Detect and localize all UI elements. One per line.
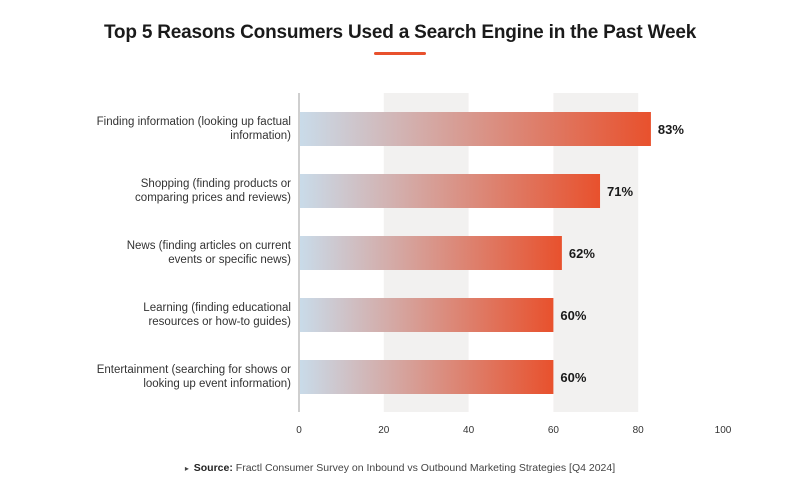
bar-0 [300,112,651,146]
value-label-4: 60% [560,370,586,385]
x-tick-label-0: 0 [296,425,302,436]
x-tick-label-5: 100 [715,425,732,436]
footer-marker-icon: ▸ [184,464,189,473]
x-tick-label-2: 40 [463,425,475,436]
bar-1 [300,174,601,208]
bar-3 [300,298,554,332]
value-label-3: 60% [560,308,586,323]
category-label-3-line-1: resources or how-to guides) [148,316,291,328]
category-label-1-line-1: comparing prices and reviews) [135,192,291,204]
value-label-2: 62% [569,246,595,261]
bars-group [300,112,651,394]
x-tick-label-3: 60 [548,425,560,436]
bar-2 [300,236,562,270]
bar-4 [300,360,554,394]
x-tick-label-4: 80 [633,425,645,436]
value-label-0: 83% [658,122,684,137]
source-text: Fractl Consumer Survey on Inbound vs Out… [235,462,616,474]
category-label-3-line-0: Learning (finding educational [143,302,291,314]
category-label-2-line-0: News (finding articles on current [127,240,292,252]
category-label-2-line-1: events or specific news) [168,254,291,266]
bar-chart: Finding information (looking up factual i… [97,93,732,436]
chart-title: Top 5 Reasons Consumers Used a Search En… [103,22,697,43]
category-label-4-line-1: looking up event information) [143,378,291,390]
shaded-band-1 [553,93,639,412]
category-label-0-line-0: Finding information (looking up factual [97,116,291,128]
category-label-4-line-0: Entertainment (searching for shows or [97,364,291,376]
x-tick-label-1: 20 [378,425,390,436]
category-labels: Finding information (looking up factual i… [97,116,292,390]
value-labels: 83% 71% 62% 60% 60% [560,122,684,385]
value-label-1: 71% [607,184,633,199]
source-label: Source: [193,462,233,474]
source-footer: ▸ Source: Fractl Consumer Survey on Inbo… [0,462,800,474]
title-underline [374,52,426,55]
category-label-1-line-0: Shopping (finding products or [141,178,291,190]
category-label-0-line-1: information) [230,130,291,142]
x-axis-ticks: 0 20 40 60 80 100 [296,425,732,436]
